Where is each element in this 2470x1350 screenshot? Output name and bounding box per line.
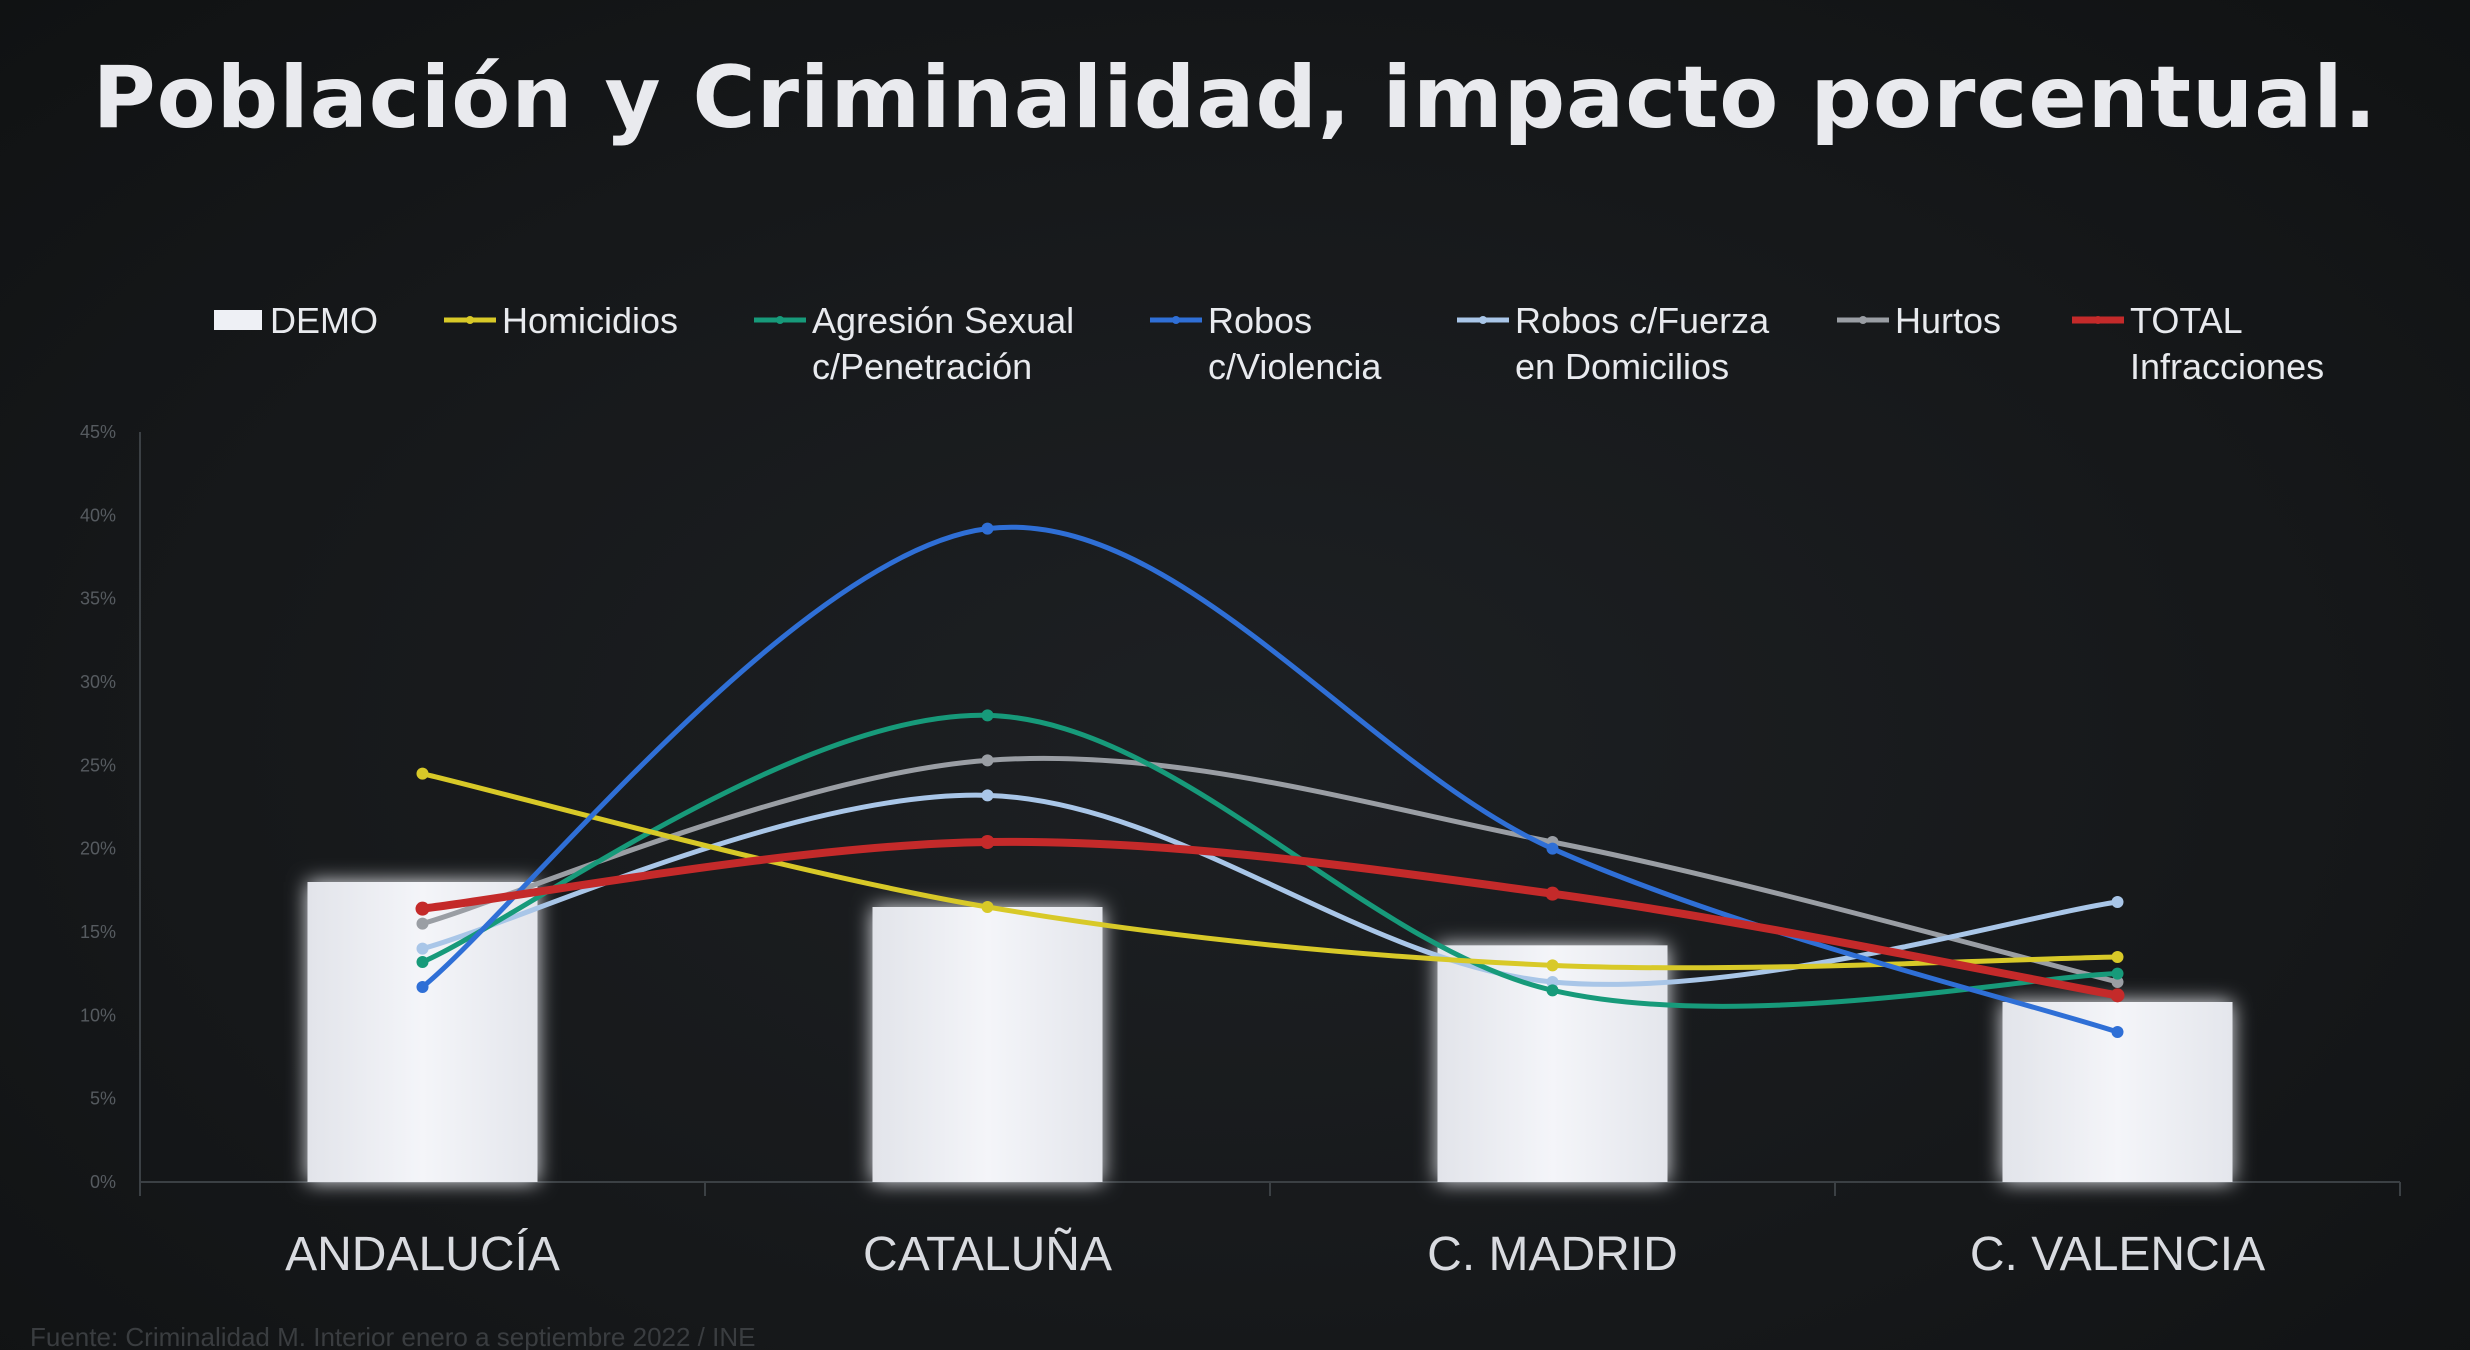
bar-demo [872, 907, 1103, 1182]
y-tick-label: 45% [80, 422, 116, 442]
legend-item-total-infracciones: TOTAL Infracciones [2070, 298, 2324, 390]
y-tick-label: 10% [80, 1005, 116, 1025]
y-tick-label: 20% [80, 839, 116, 859]
legend-item-agresion-sexual: Agresión Sexual c/Penetración [752, 298, 1074, 390]
legend-line-swatch [1148, 298, 1204, 346]
data-point-robos-c-fuerza-en-domicilios [416, 942, 429, 955]
legend-line-swatch [752, 298, 808, 346]
legend-label: Agresión Sexual c/Penetración [812, 300, 1075, 387]
data-point-total-infracciones [980, 835, 995, 849]
y-tick-label: 30% [80, 672, 116, 692]
legend-label: Homicidios [502, 300, 679, 341]
y-tick-label: 25% [80, 755, 116, 775]
data-point-homicidios [1546, 959, 1559, 972]
line-series [415, 522, 2125, 1038]
x-category-label: CATALUÑA [863, 1227, 1112, 1281]
chart-title: Población y Criminalidad, impacto porcen… [92, 48, 2378, 148]
data-point-hurtos [981, 754, 994, 767]
legend-item-robos-fuerza: Robos c/Fuerza en Domicilios [1455, 298, 1769, 390]
y-tick-label: 15% [80, 922, 116, 942]
data-point-total-infracciones [1545, 886, 1560, 901]
legend-line-swatch [1835, 298, 1891, 346]
legend-item-homicidios: Homicidios [442, 298, 678, 346]
series-line-robos-c-violencia [420, 524, 2120, 1035]
data-point-robos-c-violencia [2111, 1026, 2124, 1038]
legend-line-swatch [442, 298, 498, 346]
y-tick-label: 5% [90, 1089, 116, 1109]
data-point-robos-c-violencia [416, 981, 429, 993]
x-axis-labels: ANDALUCÍA CATALUÑA C. MADRID C. VALENCIA [285, 1227, 2265, 1281]
data-point-agresi-n-sexual-c-penetraci-n [416, 956, 429, 968]
data-point-hurtos [2111, 976, 2124, 988]
series-line-robos-c-fuerza-en-domicilios [420, 792, 2120, 987]
chart-legend: DEMO Homicidios Agresión Sexual c/Penetr… [210, 298, 2410, 408]
source-note: Fuente: Criminalidad M. Interior enero a… [30, 1322, 756, 1350]
legend-bar-swatch [210, 298, 266, 346]
data-point-agresi-n-sexual-c-penetraci-n [2111, 967, 2124, 980]
data-point-hurtos [416, 917, 429, 930]
data-point-robos-c-fuerza-en-domicilios [1546, 976, 1559, 988]
data-point-robos-c-violencia [1546, 842, 1559, 855]
legend-label: TOTAL Infracciones [2130, 300, 2325, 387]
data-point-robos-c-fuerza-en-domicilios [981, 789, 994, 802]
legend-label: DEMO [270, 300, 378, 341]
legend-label: Hurtos [1895, 300, 2002, 341]
data-point-homicidios [2111, 951, 2124, 963]
x-category-label: C. MADRID [1427, 1228, 1678, 1281]
legend-line-swatch [1455, 298, 1511, 346]
x-category-label: C. VALENCIA [1970, 1228, 2265, 1281]
legend-label: Robos c/Fuerza en Domicilios [1515, 300, 1770, 387]
legend-item-hurtos: Hurtos [1835, 298, 2001, 346]
legend-line-swatch [2070, 298, 2126, 346]
y-tick-label: 35% [80, 589, 116, 609]
data-point-homicidios [981, 901, 994, 913]
data-point-agresi-n-sexual-c-penetraci-n [1546, 984, 1559, 997]
data-point-robos-c-fuerza-en-domicilios [2111, 896, 2124, 908]
y-tick-label: 0% [90, 1172, 116, 1192]
series-line-homicidios [420, 771, 2120, 971]
bar-series [307, 882, 2233, 1182]
legend-item-robos-violencia: Robos c/Violencia [1148, 298, 1381, 390]
bar-demo [307, 882, 538, 1182]
data-point-homicidios [416, 767, 429, 780]
series-line-total-infracciones [418, 837, 2122, 1000]
series-line-agresi-n-sexual-c-penetraci-n [420, 712, 2120, 1009]
data-point-robos-c-violencia [981, 522, 994, 535]
data-point-total-infracciones [2110, 988, 2125, 1003]
x-category-label: ANDALUCÍA [285, 1228, 560, 1281]
data-point-total-infracciones [415, 901, 430, 916]
legend-item-demo: DEMO [210, 298, 378, 346]
legend-label: Robos c/Violencia [1208, 300, 1382, 387]
y-tick-label: 40% [80, 505, 116, 525]
data-point-agresi-n-sexual-c-penetraci-n [981, 709, 994, 722]
